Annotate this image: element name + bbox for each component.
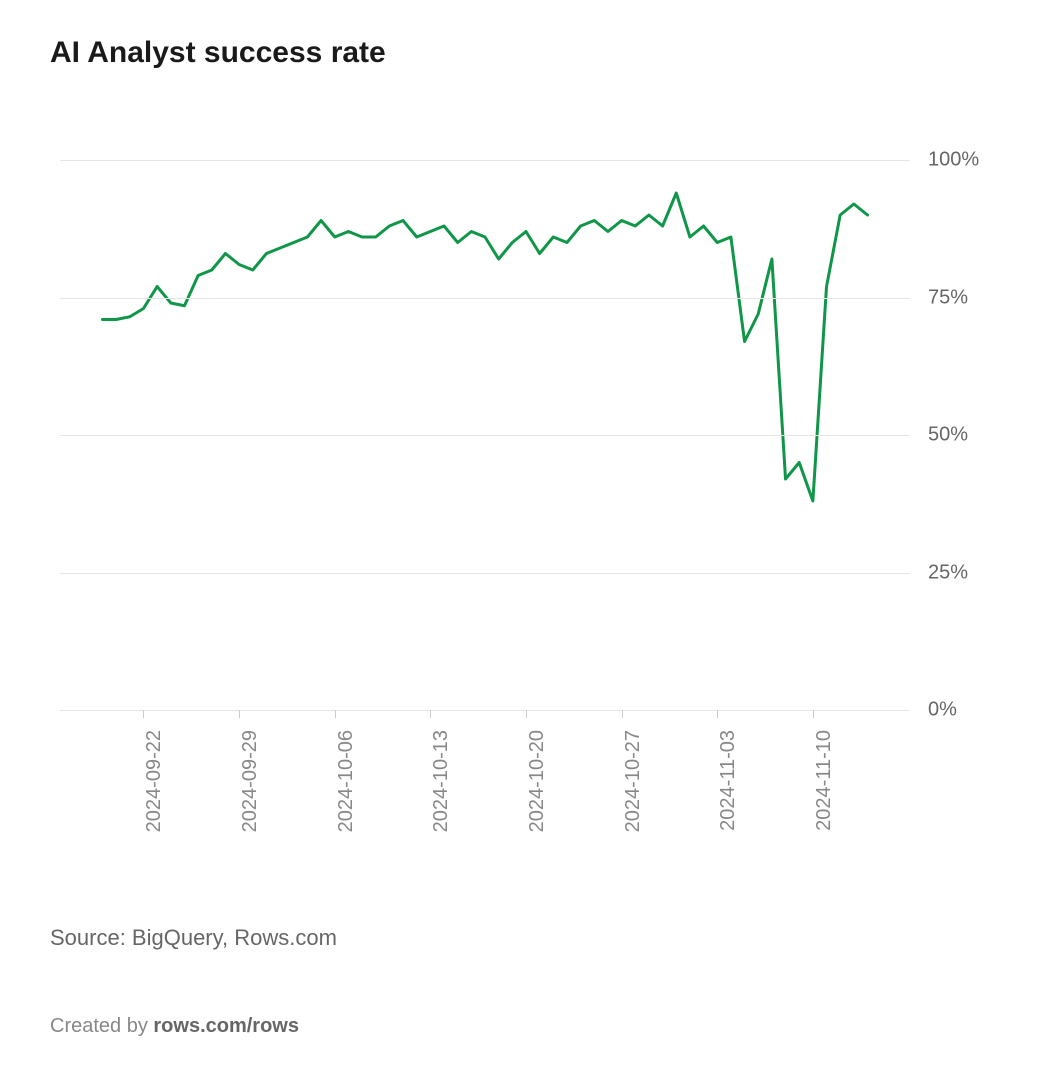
x-tick-label: 2024-11-10 xyxy=(813,730,836,831)
x-tick xyxy=(813,710,814,718)
chart-container: AI Analyst success rate 0%25%50%75%100%2… xyxy=(0,0,1046,1076)
x-tick xyxy=(622,710,623,718)
created-by-prefix: Created by xyxy=(50,1015,153,1037)
x-tick-label: 2024-09-22 xyxy=(143,730,166,832)
x-tick xyxy=(335,710,336,718)
created-by-text: Created by rows.com/rows xyxy=(50,1015,299,1038)
y-tick-label: 25% xyxy=(928,561,968,584)
x-tick xyxy=(430,710,431,718)
y-tick-label: 50% xyxy=(928,424,968,447)
source-text: Source: BigQuery, Rows.com xyxy=(50,925,337,951)
created-by-brand: rows.com/rows xyxy=(153,1015,299,1037)
series-line xyxy=(103,193,868,501)
plot-area: 0%25%50%75%100%2024-09-222024-09-292024-… xyxy=(60,160,910,710)
x-tick xyxy=(717,710,718,718)
x-tick xyxy=(239,710,240,718)
x-tick-label: 2024-10-20 xyxy=(526,730,549,832)
y-tick-label: 0% xyxy=(928,699,957,722)
y-tick-label: 75% xyxy=(928,286,968,309)
x-tick xyxy=(526,710,527,718)
gridline xyxy=(60,298,910,299)
chart-title: AI Analyst success rate xyxy=(50,36,386,70)
gridline xyxy=(60,573,910,574)
x-tick-label: 2024-10-27 xyxy=(622,730,645,832)
gridline xyxy=(60,710,910,711)
x-tick-label: 2024-09-29 xyxy=(239,730,262,832)
x-tick-label: 2024-10-13 xyxy=(430,730,453,832)
x-tick xyxy=(143,710,144,718)
gridline xyxy=(60,160,910,161)
gridline xyxy=(60,435,910,436)
x-tick-label: 2024-11-03 xyxy=(717,730,740,831)
x-tick-label: 2024-10-06 xyxy=(335,730,358,832)
y-tick-label: 100% xyxy=(928,149,979,172)
